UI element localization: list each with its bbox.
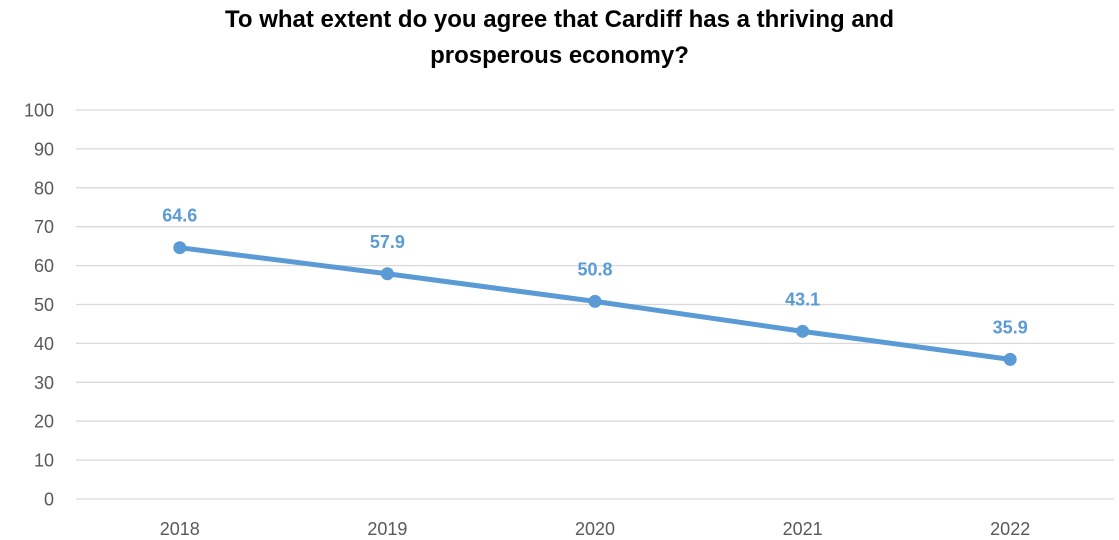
y-tick-label-0: 0	[44, 490, 54, 510]
y-tick-label-20: 20	[34, 412, 54, 432]
x-axis-tick-labels: 2018 2019 2020 2021 2022	[160, 519, 1030, 539]
data-point-2022	[1003, 352, 1017, 366]
x-tick-label-2018: 2018	[160, 519, 200, 539]
y-tick-label-80: 80	[34, 178, 54, 198]
y-tick-label-50: 50	[34, 295, 54, 315]
y-tick-label-30: 30	[34, 373, 54, 393]
x-tick-label-2019: 2019	[367, 519, 407, 539]
y-tick-label-100: 100	[24, 101, 54, 121]
series-layer	[173, 241, 1017, 366]
data-point-2018	[173, 241, 187, 255]
data-label-2020: 50.8	[577, 259, 612, 279]
data-point-2021	[796, 324, 810, 338]
y-tick-label-70: 70	[34, 217, 54, 237]
y-tick-label-10: 10	[34, 451, 54, 471]
y-tick-label-90: 90	[34, 139, 54, 159]
data-label-2022: 35.9	[993, 317, 1028, 337]
data-labels: 64.6 57.9 50.8 43.1 35.9	[162, 206, 1027, 338]
y-tick-label-40: 40	[34, 334, 54, 354]
chart-title-line-2: prosperous economy?	[430, 42, 689, 69]
data-point-2020	[588, 294, 602, 308]
y-axis-tick-labels: 0 10 20 30 40 50 60 70 80 90 100	[24, 101, 54, 510]
x-tick-label-2022: 2022	[990, 519, 1030, 539]
data-label-2019: 57.9	[370, 232, 405, 252]
data-label-2021: 43.1	[785, 289, 820, 309]
chart-title-line-1: To what extent do you agree that Cardiff…	[225, 6, 894, 33]
chart-title: To what extent do you agree that Cardiff…	[0, 2, 1119, 74]
x-tick-label-2021: 2021	[783, 519, 823, 539]
data-label-2018: 64.6	[162, 206, 197, 226]
gridlines	[76, 109, 1114, 500]
x-tick-label-2020: 2020	[575, 519, 615, 539]
y-tick-label-60: 60	[34, 256, 54, 276]
data-point-2019	[380, 267, 394, 281]
